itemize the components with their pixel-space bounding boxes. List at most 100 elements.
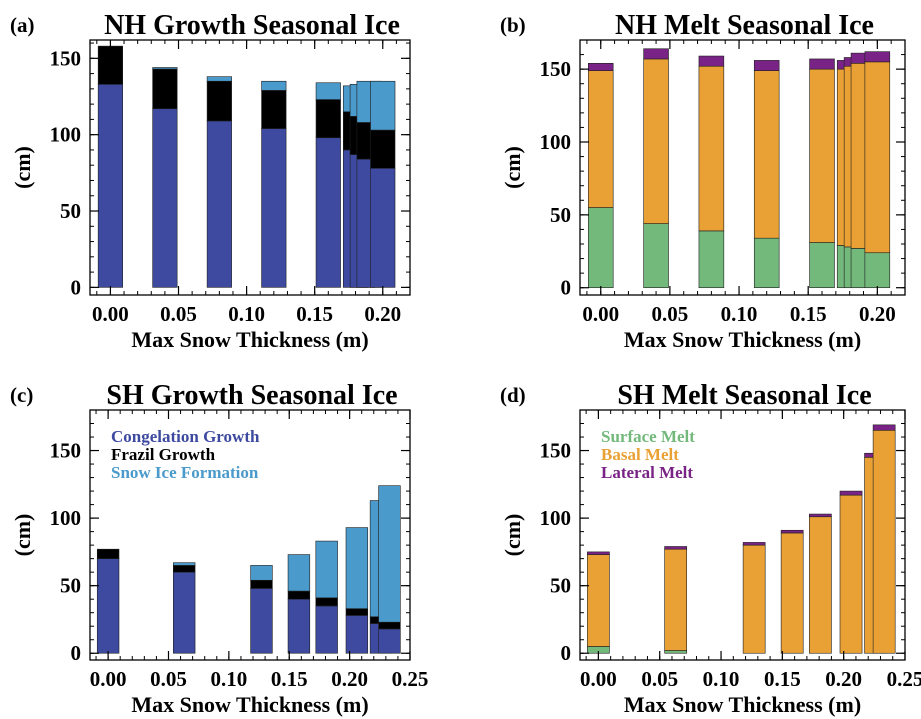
bar-c-frazil-2 [250,579,273,589]
bar-c-frazil-7 [378,621,401,630]
x-tick-label-b-1: 0.05 [652,302,689,326]
bar-a-frazil-3 [261,90,287,129]
y-tick-label-c-1: 50 [60,574,81,598]
bar-c-frazil-0 [96,548,120,559]
bar-b-surface-8 [864,252,891,289]
x-tick-label-d-0: 0.00 [580,667,617,691]
bar-c-snowice-4 [315,540,338,599]
x-tick-label-b-3: 0.15 [790,302,827,326]
chart-title-b: NH Melt Seasonal Ice [615,10,874,41]
y-tick-label-b-3: 150 [540,57,572,81]
bar-d-lateral-2 [742,542,766,546]
bar-b-basal-8 [864,61,891,254]
x-tick-label-d-5: 0.25 [887,667,921,691]
legend-entry-d-0: Surface Melt [601,427,695,446]
bar-a-frazil-2 [206,80,232,122]
bar-a-congelation-8 [370,167,396,288]
bar-a-snowice-1 [152,67,178,70]
bar-c-snowice-3 [287,554,311,592]
bar-c-snowice-1 [173,562,196,566]
legend-entry-d-1: Basal Melt [601,445,679,464]
bar-a-congelation-2 [206,120,232,288]
bar-c-snowice-5 [345,527,369,609]
x-tick-label-b-0: 0.00 [582,302,619,326]
x-axis-label-d: Max Snow Thickness (m) [624,692,861,717]
y-tick-label-d-1: 50 [550,574,571,598]
bar-b-surface-0 [587,207,614,289]
bar-b-surface-4 [809,242,835,289]
bar-b-basal-3 [753,70,780,239]
x-tick-label-d-3: 0.15 [764,667,801,691]
panel-label-a: (a) [10,13,35,37]
bar-b-basal-4 [809,68,835,243]
bar-c-frazil-1 [173,565,196,573]
bar-b-surface-2 [698,230,725,289]
y-axis-label-d: (cm) [500,514,525,557]
x-axis-label-a: Max Snow Thickness (m) [131,327,368,352]
bar-b-lateral-0 [587,63,614,71]
y-tick-label-c-0: 0 [71,641,82,665]
bar-d-lateral-1 [664,546,687,550]
bar-a-frazil-0 [97,45,123,85]
y-tick-label-a-0: 0 [71,275,82,299]
plot-frame-c [89,409,411,661]
x-tick-label-b-4: 0.20 [859,302,896,326]
bar-b-surface-3 [753,237,780,289]
bar-c-congelation-0 [96,558,120,654]
legend-entry-c-0: Congelation Growth [111,427,260,446]
y-tick-label-c-2: 100 [50,506,82,530]
bar-c-snowice-2 [250,565,273,581]
bar-c-congelation-4 [315,605,338,654]
y-axis-label-a: (cm) [10,146,35,189]
bar-a-congelation-1 [152,108,178,288]
bar-c-frazil-5 [345,608,369,616]
x-tick-label-c-3: 0.15 [271,667,308,691]
y-tick-label-b-0: 0 [561,276,572,300]
y-tick-label-b-1: 50 [550,203,571,227]
bar-b-lateral-3 [753,60,780,71]
x-tick-label-a-4: 0.20 [364,302,401,326]
bar-a-frazil-8 [370,129,396,169]
panel-label-c: (c) [10,383,33,407]
chart-title-c: SH Growth Seasonal Ice [106,380,397,411]
bar-a-congelation-3 [261,128,287,288]
y-tick-label-d-3: 150 [540,439,572,463]
x-tick-label-a-1: 0.05 [160,302,197,326]
bar-b-lateral-2 [698,55,725,67]
bar-d-basal-4 [809,516,832,654]
bar-b-basal-1 [643,58,669,224]
x-tick-label-a-2: 0.10 [228,302,265,326]
legend-entry-d-2: Lateral Melt [601,463,693,482]
chart-title-a: NH Growth Seasonal Ice [104,10,400,41]
legend-entry-c-2: Snow Ice Formation [111,463,259,482]
x-tick-label-a-3: 0.15 [296,302,333,326]
x-tick-label-c-1: 0.05 [150,667,187,691]
bar-d-lateral-3 [780,529,804,534]
y-tick-label-c-3: 150 [50,439,82,463]
bar-b-basal-2 [698,65,725,232]
x-tick-label-d-4: 0.20 [825,667,862,691]
x-axis-label-c: Max Snow Thickness (m) [131,692,368,717]
bar-b-lateral-8 [864,51,891,63]
x-tick-label-c-2: 0.10 [210,667,247,691]
x-tick-label-a-0: 0.00 [92,302,129,326]
bar-c-frazil-4 [315,597,338,607]
x-tick-label-c-5: 0.25 [392,667,429,691]
bar-c-congelation-2 [250,588,273,654]
bar-d-surface-1 [664,650,687,654]
plot-frame-b [579,39,906,296]
bar-a-congelation-4 [315,137,341,288]
bar-d-lateral-4 [809,513,832,518]
bar-d-lateral-5 [839,490,863,496]
bar-d-basal-3 [780,532,804,654]
bar-c-congelation-3 [287,598,311,654]
bar-a-snowice-3 [261,80,287,91]
panel-label-d: (d) [500,383,526,407]
bar-b-surface-1 [643,223,669,289]
x-tick-label-c-0: 0.00 [90,667,127,691]
bar-a-frazil-4 [315,99,341,139]
plot-frame-d [579,409,906,661]
bar-c-frazil-3 [287,590,311,600]
x-tick-label-d-1: 0.05 [641,667,678,691]
